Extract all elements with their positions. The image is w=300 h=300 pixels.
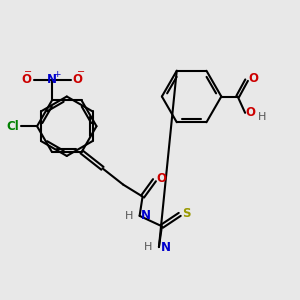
Text: N: N	[47, 73, 57, 86]
Text: O: O	[22, 73, 32, 86]
Text: N: N	[160, 241, 170, 254]
Text: +: +	[53, 70, 61, 79]
Text: −: −	[24, 67, 32, 77]
Text: H: H	[125, 211, 133, 221]
Text: Cl: Cl	[7, 120, 19, 133]
Text: O: O	[156, 172, 166, 185]
Text: H: H	[258, 112, 266, 122]
Text: −: −	[76, 67, 85, 77]
Text: O: O	[73, 73, 83, 86]
Text: S: S	[182, 207, 190, 220]
Text: H: H	[144, 242, 152, 252]
Text: N: N	[141, 209, 151, 222]
Text: O: O	[248, 72, 258, 85]
Text: O: O	[246, 106, 256, 119]
